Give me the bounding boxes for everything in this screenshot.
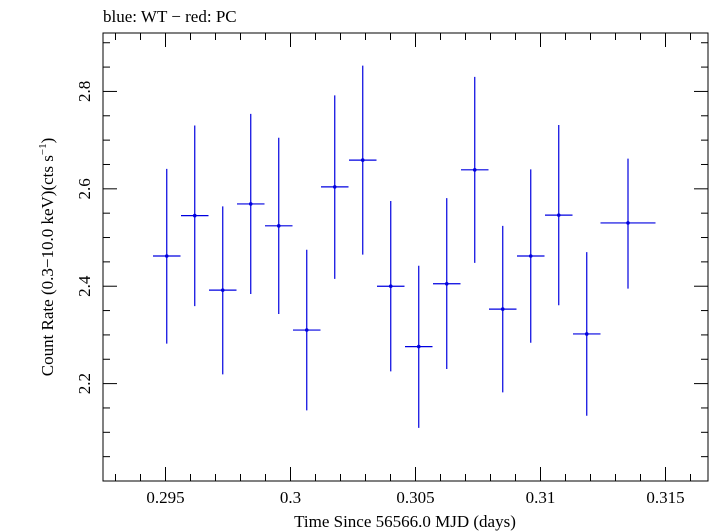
point-marker	[528, 254, 533, 258]
point-marker	[220, 288, 225, 292]
y-axis: 2.2 2.4 2.6 2.8	[75, 42, 708, 482]
plot-frame	[102, 32, 709, 482]
x-tick-label: 0.3	[280, 488, 301, 507]
point-marker	[444, 281, 449, 286]
point-marker	[472, 168, 477, 172]
data-point	[405, 265, 433, 428]
data-point	[321, 95, 349, 279]
y-axis-label-close: )	[38, 138, 57, 144]
x-tick-label: 0.315	[646, 488, 684, 507]
data-point	[517, 169, 545, 343]
data-point	[377, 201, 405, 372]
point-marker	[304, 328, 309, 332]
y-axis-label-sup: −1	[37, 143, 49, 155]
data-point	[209, 206, 237, 375]
y-tick-label: 2.8	[75, 81, 94, 102]
y-axis-label-main: Count Rate (0.3−10.0 keV)(cts s	[38, 155, 57, 376]
data-point	[545, 125, 573, 306]
point-marker	[192, 213, 197, 218]
point-marker	[276, 224, 281, 228]
data-point	[489, 225, 517, 393]
y-tick-label: 2.4	[75, 275, 94, 297]
data-point	[181, 125, 209, 307]
data-point	[293, 249, 321, 411]
x-tick-label: 0.31	[526, 488, 556, 507]
y-tick-label: 2.2	[75, 373, 94, 394]
data-point	[153, 168, 181, 344]
data-point	[237, 113, 265, 295]
data-point	[349, 65, 377, 255]
point-marker	[500, 307, 505, 311]
y-tick-label: 2.6	[75, 178, 94, 199]
data-point	[573, 252, 601, 416]
data-point	[600, 158, 656, 289]
x-axis-label: Time Since 56566.0 MJD (days)	[294, 512, 516, 531]
point-marker	[584, 332, 589, 336]
point-marker	[626, 221, 630, 225]
point-marker	[388, 284, 393, 289]
point-marker	[164, 254, 169, 258]
point-marker	[556, 213, 561, 217]
data-series-wt	[153, 65, 656, 428]
data-point	[265, 137, 293, 314]
x-axis: 0.295 0.3 0.305 0.31 0.315	[115, 33, 691, 507]
x-tick-label: 0.295	[146, 488, 184, 507]
point-marker	[360, 158, 365, 162]
point-marker	[416, 344, 421, 349]
point-marker	[332, 185, 337, 189]
data-point	[461, 76, 489, 263]
data-point	[433, 198, 461, 369]
point-marker	[248, 202, 253, 206]
chart-title: blue: WT − red: PC	[103, 7, 237, 26]
x-tick-label: 0.305	[396, 488, 434, 507]
y-axis-label: Count Rate (0.3−10.0 keV)(cts s−1)	[37, 138, 57, 377]
